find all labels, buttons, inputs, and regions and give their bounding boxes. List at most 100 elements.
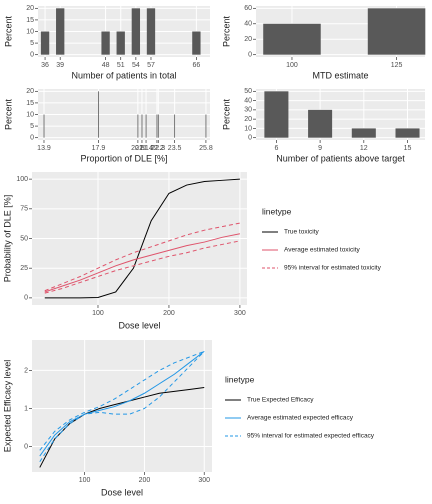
x-tick-label: 54 [132,62,140,69]
y-axis-title: Expected Efficacy level [2,360,12,452]
x-axis-title: Number of patients in total [71,70,176,80]
x-tick-label: 200 [163,310,175,317]
x-tick-label: 9 [318,145,322,152]
x-tick-label: 100 [79,477,91,484]
legend-label: Average estimated toxicity [284,247,360,254]
legend-label: Average estimated expected efficacy [247,415,354,422]
series-line [44,233,241,293]
series-line [44,222,241,292]
bar [131,8,141,55]
panel [32,340,212,472]
y-tick-label: 10 [244,125,252,132]
x-tick-label: 12 [360,145,368,152]
bar [43,114,45,138]
x-axis-title: Dose level [101,487,143,497]
legend-label: True Expected Efficacy [247,397,314,404]
x-tick-label: 6 [274,145,278,152]
bar [351,128,376,138]
x-tick-label: 21.4 [139,145,153,152]
bar [264,91,289,138]
y-tick-label: 20 [26,5,34,12]
bar [101,31,110,55]
y-tick-label: 1 [24,405,28,412]
x-tick-label: 51 [117,62,125,69]
x-tick-label: 200 [139,477,151,484]
series-line [39,351,205,457]
x-tick-label: 39 [56,62,64,69]
y-tick-label: 100 [16,176,28,183]
y-tick-label: 0 [248,52,252,59]
x-tick-label: 100 [286,62,298,69]
x-tick-label: 57 [147,62,155,69]
x-axis-title: Proportion of DLE [%] [80,153,167,163]
x-tick-label: 300 [198,477,210,484]
y-tick-label: 15 [26,17,34,24]
bar [174,114,176,138]
bar [205,114,207,138]
y-tick-label: 10 [26,28,34,35]
y-tick-label: 30 [244,107,252,114]
y-tick-label: 0 [30,135,34,142]
bar [192,31,201,55]
x-tick-label: 300 [234,310,246,317]
series-line [44,240,241,294]
legend-label: True toxicity [284,229,320,236]
bar [56,8,65,55]
bar [263,23,321,55]
x-axis-title: MTD estimate [312,70,368,80]
y-axis-title: Percent [221,98,231,130]
y-tick-label: 40 [244,21,252,28]
bar [116,31,125,55]
legend-label: 95% interval for estimated expected effi… [247,433,375,440]
y-tick-label: 40 [244,97,252,104]
y-axis-title: Percent [3,98,13,130]
series-line [39,351,205,463]
legend-title: linetype [225,374,255,384]
y-tick-label: 15 [26,100,34,107]
bar [395,128,420,138]
y-tick-label: 0 [24,295,28,302]
bar [157,114,159,138]
y-tick-label: 10 [26,111,34,118]
y-axis-title: Percent [221,15,231,47]
x-tick-label: 22.2 [150,145,164,152]
x-tick-label: 22.3 [151,145,165,152]
y-tick-label: 5 [30,40,34,47]
bar [145,114,147,138]
x-tick-label: 23.5 [168,145,182,152]
y-tick-label: 0 [24,443,28,450]
y-tick-label: 0 [30,52,34,59]
x-axis-title: Number of patients above target [276,153,405,163]
bar [137,114,139,138]
y-tick-label: 2 [24,367,28,374]
legend-title: linetype [262,206,292,216]
bar [146,8,156,55]
series-line [44,178,240,299]
y-axis-title: Percent [3,15,13,47]
bar [98,91,99,138]
x-tick-label: 48 [102,62,110,69]
y-tick-label: 50 [20,235,28,242]
y-tick-label: 25 [20,265,28,272]
x-tick-label: 20.8 [131,145,145,152]
x-tick-label: 25.8 [199,145,213,152]
y-tick-label: 20 [244,116,252,123]
bar [141,114,143,138]
y-tick-label: 50 [244,88,252,95]
x-tick-label: 17.9 [92,145,106,152]
y-axis-title: Probability of DLE [%] [2,195,12,283]
x-tick-label: 100 [92,310,104,317]
y-tick-label: 60 [244,5,252,12]
x-tick-label: 66 [192,62,200,69]
x-tick-label: 125 [391,62,403,69]
y-tick-label: 75 [20,206,28,213]
bar [40,31,50,55]
x-tick-label: 36 [41,62,49,69]
y-tick-label: 5 [30,123,34,130]
x-tick-label: 13.9 [37,145,51,152]
y-tick-label: 0 [248,135,252,142]
series-line [39,350,205,451]
x-tick-label: 15 [404,145,412,152]
legend-label: 95% interval for estimated toxicity [284,265,382,272]
